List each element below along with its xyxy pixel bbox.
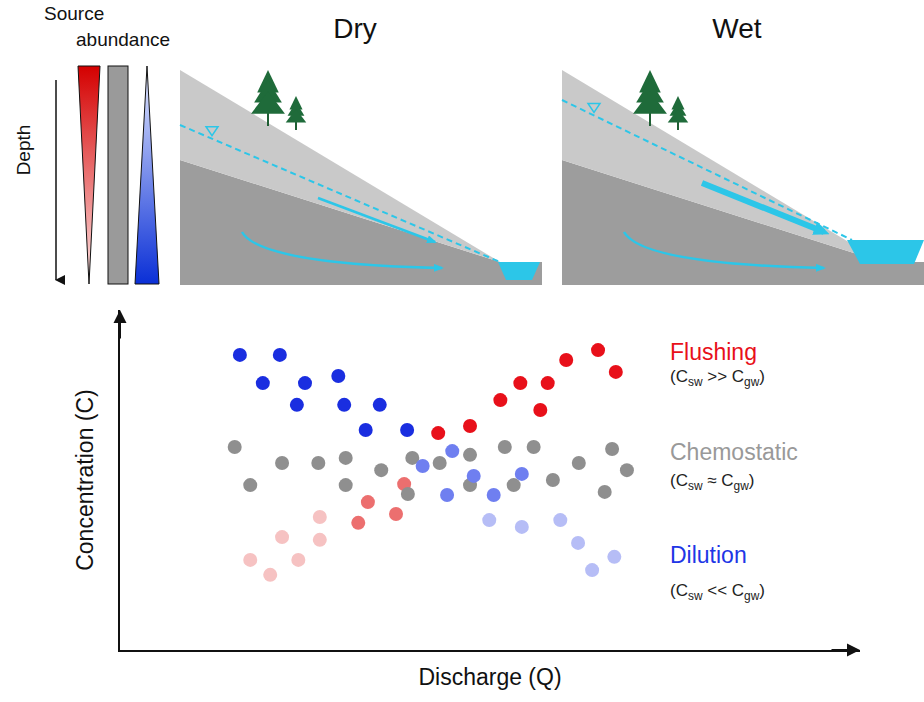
svg-text:Sourceabundance: Sourceabundance [44, 3, 170, 50]
svg-text:Concentration (C): Concentration (C) [72, 389, 98, 571]
svg-text:Dilution: Dilution [670, 542, 747, 568]
svg-text:(C​sw​ ≈ C​gw​): (C​sw​ ≈ C​gw​) [670, 471, 754, 493]
svg-text:(C​sw​ >> C​gw​): (C​sw​ >> C​gw​) [670, 367, 765, 389]
svg-text:Discharge (Q): Discharge (Q) [418, 664, 561, 690]
svg-text:Depth: Depth [13, 125, 34, 176]
svg-text:Dry: Dry [333, 13, 377, 44]
svg-text:(C​sw​ << C​gw​): (C​sw​ << C​gw​) [670, 581, 765, 603]
svg-text:Wet: Wet [712, 13, 761, 44]
svg-text:Flushing: Flushing [670, 339, 757, 365]
svg-text:Chemostatic: Chemostatic [670, 439, 798, 465]
